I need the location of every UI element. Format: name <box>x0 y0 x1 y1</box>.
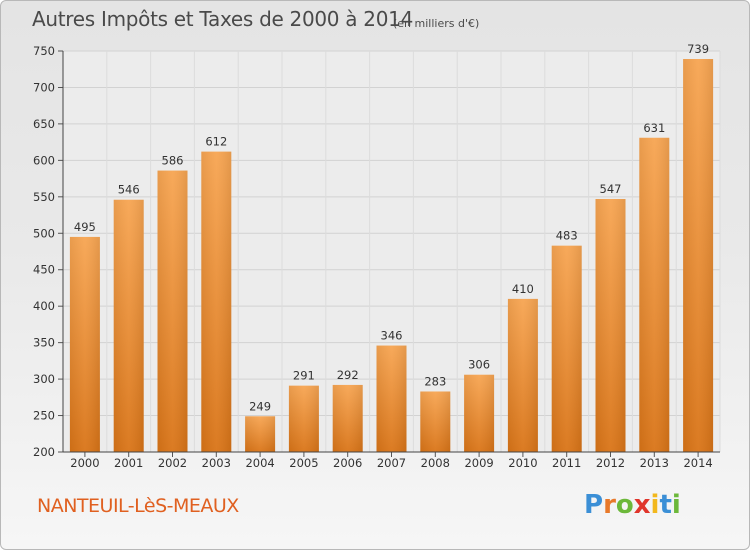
logo-letter: i <box>671 490 681 520</box>
y-tick-label: 300 <box>33 372 55 386</box>
bar-shading <box>288 385 319 452</box>
x-tick-label: 2009 <box>464 456 493 470</box>
data-label: 283 <box>424 374 446 388</box>
y-tick-label: 650 <box>33 117 55 131</box>
data-label: 586 <box>162 154 184 168</box>
commune-name: NANTEUIL-LèS-MEAUX <box>37 495 239 517</box>
x-tick-label: 2000 <box>70 456 99 470</box>
bar-shading <box>464 374 495 452</box>
x-tick-label: 2012 <box>596 456 625 470</box>
data-label: 483 <box>556 229 578 243</box>
x-tick-label: 2010 <box>508 456 537 470</box>
y-tick-label: 400 <box>33 299 55 313</box>
data-label: 547 <box>600 182 622 196</box>
x-tick-label: 2006 <box>333 456 362 470</box>
data-label: 306 <box>468 358 490 372</box>
chart-title: Autres Impôts et Taxes de 2000 à 2014 <box>32 7 413 31</box>
y-tick-label: 200 <box>33 445 55 459</box>
logo-letter: r <box>603 490 616 520</box>
bar-shading <box>551 245 582 452</box>
bar-shading <box>157 170 188 452</box>
bar-shading <box>201 151 232 452</box>
logo-letter: i <box>650 490 660 520</box>
y-tick-label: 500 <box>33 226 55 240</box>
bar-shading <box>683 59 714 453</box>
data-label: 249 <box>249 399 271 413</box>
data-label: 612 <box>205 135 227 149</box>
proxiti-logo: Proxiti <box>584 490 681 520</box>
x-tick-label: 2003 <box>202 456 231 470</box>
bar-shading <box>420 391 451 452</box>
x-tick-label: 2011 <box>552 456 581 470</box>
logo-letter: x <box>633 490 651 520</box>
bar-shading <box>332 384 363 452</box>
x-tick-label: 2013 <box>640 456 669 470</box>
y-tick-label: 450 <box>33 263 55 277</box>
y-tick-label: 350 <box>33 336 55 350</box>
logo-letter: o <box>615 490 634 520</box>
data-label: 291 <box>293 369 315 383</box>
x-tick-label: 2002 <box>158 456 187 470</box>
chart-unit: (en milliers d'€) <box>393 17 480 30</box>
data-label: 346 <box>381 329 403 343</box>
logo-letter: t <box>659 490 672 520</box>
data-label: 410 <box>512 282 534 296</box>
x-tick-label: 2007 <box>377 456 406 470</box>
y-tick-label: 250 <box>33 409 55 423</box>
x-tick-label: 2008 <box>421 456 450 470</box>
data-label: 739 <box>687 42 709 56</box>
bar-shading <box>595 199 626 452</box>
data-label: 292 <box>337 368 359 382</box>
x-tick-label: 2004 <box>245 456 274 470</box>
bar-shading <box>507 298 538 452</box>
y-tick-label: 750 <box>33 44 55 58</box>
y-tick-label: 550 <box>33 190 55 204</box>
y-tick-label: 600 <box>33 153 55 167</box>
data-label: 631 <box>643 121 665 135</box>
x-tick-label: 2001 <box>114 456 143 470</box>
data-label: 495 <box>74 220 96 234</box>
bar-shading <box>69 236 100 452</box>
bar-shading <box>113 199 144 452</box>
data-label: 546 <box>118 183 140 197</box>
bar-shading <box>639 137 670 452</box>
x-tick-label: 2014 <box>683 456 712 470</box>
y-tick-label: 700 <box>33 80 55 94</box>
x-tick-label: 2005 <box>289 456 318 470</box>
bar-shading <box>245 416 276 452</box>
logo-letter: P <box>584 490 604 520</box>
bar-shading <box>376 345 407 452</box>
